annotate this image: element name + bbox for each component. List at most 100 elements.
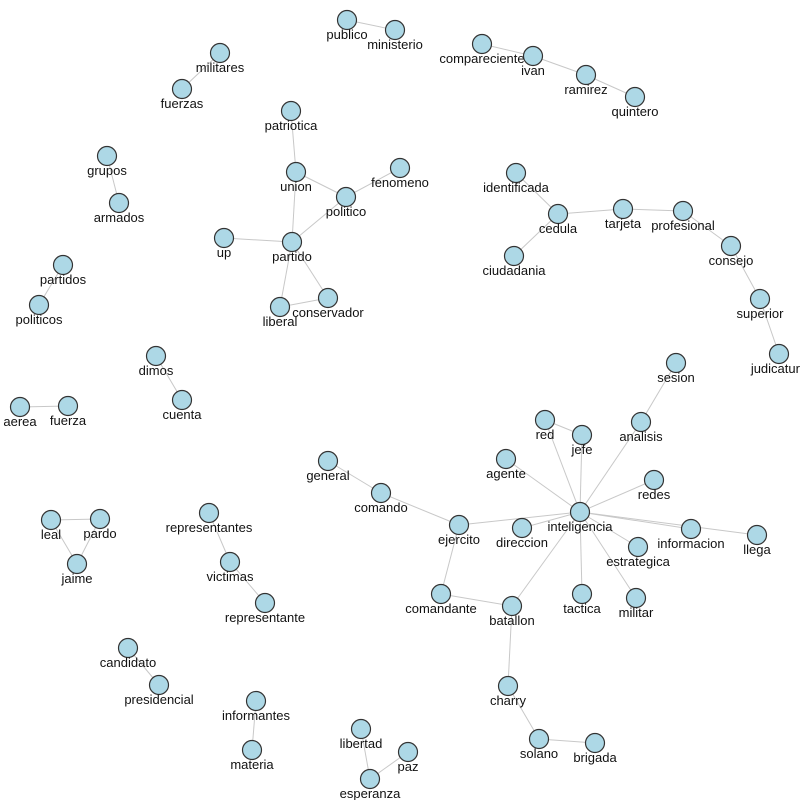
node-circle-conservador[interactable] [317,287,339,309]
node-candidato[interactable]: candidato [100,637,156,671]
node-circle-fuerzas[interactable] [171,78,193,100]
node-circle-sesion[interactable] [665,352,687,374]
node-fuerzas[interactable]: fuerzas [161,78,204,112]
node-libertad[interactable]: libertad [340,718,383,752]
node-llega[interactable]: llega [743,524,772,558]
node-circle-identificada[interactable] [505,162,527,184]
node-circle-consejo[interactable] [720,235,742,257]
node-circle-pardo[interactable] [89,508,111,530]
node-circle-inteligencia[interactable] [569,501,591,523]
node-circle-brigada[interactable] [584,732,606,754]
node-circle-red[interactable] [534,409,556,431]
node-fenomeno[interactable]: fenomeno [371,157,429,191]
node-circle-partidos[interactable] [52,254,74,276]
node-circle-politico[interactable] [335,186,357,208]
node-compareciente[interactable]: compareciente [439,33,525,67]
node-circle-cedula[interactable] [547,203,569,225]
node-circle-informacion[interactable] [680,518,702,540]
node-ramirez[interactable]: ramirez [564,64,608,98]
node-circle-jefe[interactable] [571,424,593,446]
node-circle-ministerio[interactable] [384,19,406,41]
node-aerea[interactable]: aerea [3,396,37,430]
node-estrategica[interactable]: estrategica [606,536,671,570]
node-redes[interactable]: redes [638,469,671,503]
node-circle-victimas[interactable] [219,551,241,573]
node-representantes[interactable]: representantes [166,502,253,536]
node-fuerza[interactable]: fuerza [50,395,87,429]
node-circle-direccion[interactable] [511,517,533,539]
node-circle-tarjeta[interactable] [612,198,634,220]
node-circle-charry[interactable] [497,675,519,697]
node-circle-comando[interactable] [370,482,392,504]
node-circle-solano[interactable] [528,728,550,750]
node-circle-informantes[interactable] [245,690,267,712]
node-circle-llega[interactable] [746,524,768,546]
node-ejercito[interactable]: ejercito [438,514,480,548]
node-superior[interactable]: superior [737,288,785,322]
node-politicos[interactable]: politicos [16,294,63,328]
node-circle-ivan[interactable] [522,45,544,67]
node-circle-materia[interactable] [241,739,263,761]
node-circle-paz[interactable] [397,741,419,763]
node-tactica[interactable]: tactica [563,583,602,617]
node-red[interactable]: red [534,409,556,443]
node-circle-leal[interactable] [40,509,62,531]
node-charry[interactable]: charry [490,675,527,709]
node-circle-redes[interactable] [643,469,665,491]
node-circle-agente[interactable] [495,448,517,470]
node-circle-compareciente[interactable] [471,33,493,55]
node-esperanza[interactable]: esperanza [340,768,401,800]
node-circle-aerea[interactable] [9,396,31,418]
node-circle-patriotica[interactable] [280,100,302,122]
node-politico[interactable]: politico [326,186,366,220]
node-profesional[interactable]: profesional [651,200,715,234]
node-identificada[interactable]: identificada [483,162,550,196]
node-comandante[interactable]: comandante [405,583,477,617]
node-ivan[interactable]: ivan [521,45,545,79]
node-circle-estrategica[interactable] [627,536,649,558]
node-cuenta[interactable]: cuenta [162,389,202,423]
node-analisis[interactable]: analisis [619,411,663,445]
node-tarjeta[interactable]: tarjeta [605,198,642,232]
node-circle-fuerza[interactable] [57,395,79,417]
node-paz[interactable]: paz [397,741,419,775]
node-circle-analisis[interactable] [630,411,652,433]
node-circle-partido[interactable] [281,231,303,253]
node-circle-representantes[interactable] [198,502,220,524]
node-publico[interactable]: publico [326,9,368,43]
node-quintero[interactable]: quintero [612,86,659,120]
node-presidencial[interactable]: presidencial [124,674,194,708]
node-circle-militares[interactable] [209,42,231,64]
node-jaime[interactable]: jaime [60,553,93,587]
node-up[interactable]: up [213,227,235,261]
node-representante[interactable]: representante [225,592,305,626]
node-direccion[interactable]: direccion [496,517,548,551]
node-comando[interactable]: comando [354,482,408,516]
node-pardo[interactable]: pardo [83,508,117,542]
node-cedula[interactable]: cedula [539,203,578,237]
node-circle-quintero[interactable] [624,86,646,108]
node-brigada[interactable]: brigada [573,732,617,766]
node-circle-ramirez[interactable] [575,64,597,86]
node-victimas[interactable]: victimas [207,551,254,585]
node-circle-superior[interactable] [749,288,771,310]
node-sesion[interactable]: sesion [657,352,695,386]
node-general[interactable]: general [306,450,350,484]
node-circle-grupos[interactable] [96,145,118,167]
node-dimos[interactable]: dimos [139,345,174,379]
node-patriotica[interactable]: patriotica [265,100,319,134]
node-circle-fenomeno[interactable] [389,157,411,179]
node-consejo[interactable]: consejo [709,235,754,269]
node-circle-armados[interactable] [108,192,130,214]
node-circle-general[interactable] [317,450,339,472]
node-armados[interactable]: armados [94,192,145,226]
node-inteligencia[interactable]: inteligencia [547,501,613,535]
node-solano[interactable]: solano [520,728,558,762]
node-circle-publico[interactable] [336,9,358,31]
node-circle-candidato[interactable] [117,637,139,659]
node-circle-union[interactable] [285,161,307,183]
node-circle-ciudadania[interactable] [503,245,525,267]
node-ciudadania[interactable]: ciudadania [483,245,547,279]
node-batallon[interactable]: batallon [489,595,535,629]
node-circle-militar[interactable] [625,587,647,609]
